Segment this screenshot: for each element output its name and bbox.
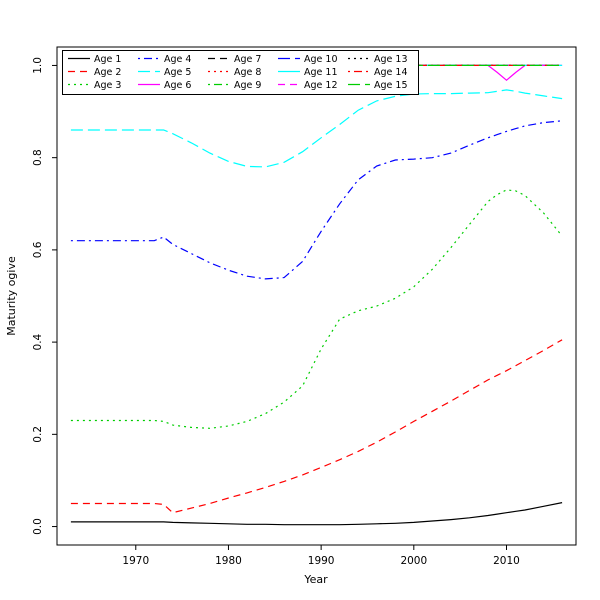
- legend-label-age-3: Age 3: [94, 80, 121, 91]
- y-tick-label: 0.2: [32, 426, 44, 443]
- legend-label-age-15: Age 15: [374, 80, 407, 91]
- legend-box: [62, 50, 419, 95]
- legend-label-age-5: Age 5: [164, 67, 191, 78]
- plot-area: 1970 1980 1990 2000 2010 0.0 0.2 0.4 0.6 0.8 1.0 Ag…: [32, 46, 577, 567]
- legend-label-age-4: Age 4: [164, 54, 191, 65]
- legend-label-age-14: Age 14: [374, 67, 407, 78]
- series-line-age-3: [70, 189, 563, 429]
- legend-label-age-8: Age 8: [234, 67, 261, 78]
- y-tick-label: 1.0: [32, 57, 44, 74]
- legend-label-age-13: Age 13: [374, 54, 407, 65]
- x-tick-label: 2000: [400, 555, 427, 567]
- legend-label-age-12: Age 12: [304, 80, 337, 91]
- y-tick-label: 0.0: [32, 518, 44, 535]
- legend-label-age-1: Age 1: [94, 54, 121, 65]
- legend-label-age-11: Age 11: [304, 67, 337, 78]
- x-tick-label: 1980: [215, 555, 242, 567]
- series-line-age-2: [70, 339, 563, 514]
- legend-label-age-2: Age 2: [94, 67, 121, 78]
- y-axis-title: Maturity ogive: [5, 256, 18, 336]
- series-line-age-5: [70, 89, 563, 168]
- legend-label-age-6: Age 6: [164, 80, 191, 91]
- x-tick-label: 1970: [122, 555, 149, 567]
- x-axis-title: Year: [303, 573, 328, 586]
- y-tick-label: 0.4: [32, 333, 44, 350]
- series-line-age-1: [70, 502, 563, 526]
- series-line-age-4: [70, 120, 563, 280]
- x-tick-label: 2010: [493, 555, 520, 567]
- y-tick-label: 0.8: [32, 149, 44, 166]
- plot-border: [56, 46, 577, 546]
- x-tick-label: 1990: [308, 555, 335, 567]
- y-tick-label: 0.6: [32, 241, 44, 258]
- legend-label-age-9: Age 9: [234, 80, 261, 91]
- legend-label-age-7: Age 7: [234, 54, 261, 65]
- legend-label-age-10: Age 10: [304, 54, 337, 65]
